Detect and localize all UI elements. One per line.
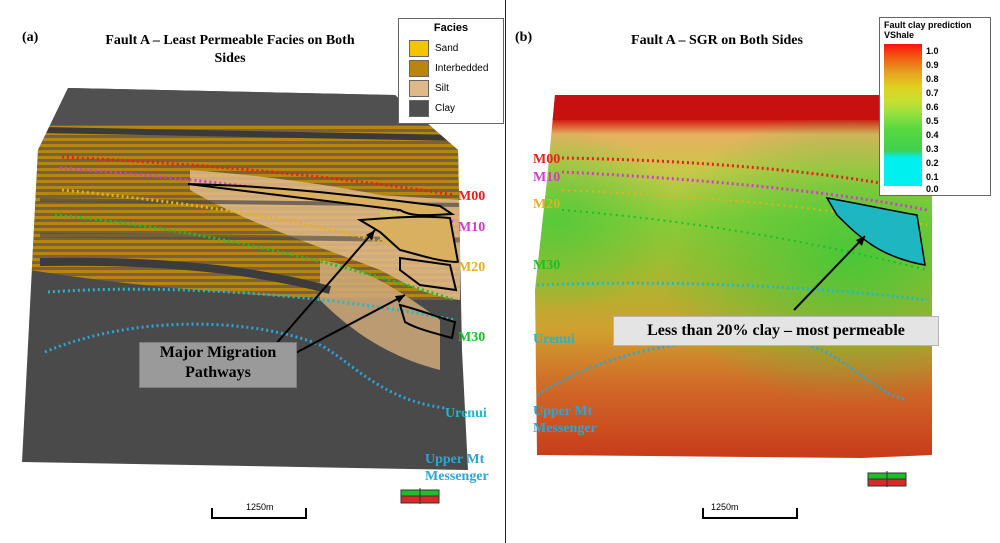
- horizon-m00-line-b: [561, 156, 928, 194]
- horizon-urenui-line: [47, 287, 456, 322]
- panel-letter-a: (a): [22, 30, 39, 45]
- horizon-uppermt-line-b: [536, 338, 908, 402]
- tick-0-4: 0.4: [926, 130, 939, 140]
- scale-label-b: 1250m: [711, 502, 739, 512]
- arrow-b: [793, 235, 866, 311]
- label-uppermt-b: Upper Mt: [533, 404, 593, 419]
- permeable-callout: Less than 20% clay – most permeable: [613, 316, 939, 346]
- label-m30-b: M30: [533, 258, 561, 273]
- panel-divider: [505, 0, 506, 543]
- vshale-colorbar: Fault clay prediction VShale 1.0 0.9 0.8…: [879, 17, 991, 196]
- pathway-outline-4: [398, 303, 457, 340]
- permeable-region: [825, 196, 926, 266]
- panel-b: (b) Fault A – SGR on Both Sides Fault cl…: [507, 0, 1000, 543]
- legend-item-silt: Silt: [409, 79, 449, 97]
- horizon-m10-line-b: [561, 170, 928, 212]
- horizon-m30-line-b: [561, 209, 928, 271]
- tick-0-1: 0.1: [926, 172, 939, 182]
- tick-0-5: 0.5: [926, 116, 939, 126]
- legend-label-sand: Sand: [435, 42, 459, 54]
- scale-label-a: 1250m: [246, 502, 274, 512]
- label-m10-b: M10: [533, 170, 561, 185]
- scale-bar: [211, 508, 307, 519]
- colorbar-title: Fault clay prediction VShale: [884, 20, 972, 40]
- label-m20-b: M20: [533, 197, 561, 212]
- facies-legend: Facies Sand Interbedded Silt Clay: [398, 18, 504, 124]
- tick-0-2: 0.2: [926, 158, 939, 168]
- tick-0-8: 0.8: [926, 74, 939, 84]
- silt-zone-lower: [320, 260, 440, 370]
- horizon-m30-line: [54, 213, 456, 302]
- pathway-outline-1: [187, 183, 456, 217]
- tick-1-0: 1.0: [926, 46, 939, 56]
- colorbar-title-line2: VShale: [884, 30, 915, 40]
- tick-0-7: 0.7: [926, 88, 939, 98]
- colorbar-gradient: [884, 44, 922, 186]
- panel-a-title-line1: Fault A – Least Permeable Facies on Both: [105, 33, 355, 48]
- label-m30-a: M30: [458, 330, 486, 345]
- colorbar-title-line1: Fault clay prediction: [884, 20, 972, 30]
- clay-swatch: [409, 99, 429, 117]
- sgr-fault-surface: [535, 95, 932, 519]
- sand-swatch: [409, 39, 429, 57]
- tick-0-3: 0.3: [926, 144, 939, 154]
- horizon-uppermt-line: [44, 322, 446, 410]
- label-m00-b: M00: [533, 152, 561, 167]
- label-m20-a: M20: [458, 260, 486, 275]
- arrow-2: [287, 294, 406, 358]
- panel-a-title-line2: Sides: [214, 51, 246, 66]
- panel-letter-b: (b): [515, 30, 533, 45]
- tick-0-0: 0.0: [926, 184, 939, 194]
- legend-item-sand: Sand: [409, 39, 458, 57]
- migration-callout-line2: Pathways: [185, 364, 251, 381]
- scale-bar-b: [702, 508, 798, 519]
- label-messenger-b: Messenger: [533, 421, 597, 436]
- label-urenui-a: Urenui: [445, 406, 487, 421]
- facies-fault-surface: [22, 88, 468, 519]
- panel-a-title: Fault A – Least Permeable Facies on Both…: [60, 32, 400, 68]
- panel-b-title: Fault A – SGR on Both Sides: [631, 33, 803, 48]
- legend-label-clay: Clay: [435, 102, 456, 114]
- arrow-1: [274, 229, 376, 346]
- legend-label-interbedded: Interbedded: [435, 62, 489, 74]
- legend-label-silt: Silt: [435, 82, 449, 94]
- facies-legend-title: Facies: [433, 22, 469, 34]
- tick-0-9: 0.9: [926, 60, 939, 70]
- legend-item-clay: Clay: [409, 99, 455, 117]
- silt-swatch: [409, 79, 429, 97]
- migration-callout-line1: Major Migration: [159, 344, 277, 361]
- migration-callout: Major Migration Pathways: [139, 342, 297, 388]
- horizon-m00-line: [61, 155, 456, 197]
- label-messenger-a: Messenger: [425, 469, 489, 484]
- label-uppermt-a: Upper Mt: [425, 452, 485, 467]
- pathway-outline-2: [356, 215, 460, 264]
- legend-item-interbedded: Interbedded: [409, 59, 488, 77]
- label-m10-a: M10: [458, 220, 486, 235]
- label-urenui-b: Urenui: [533, 332, 575, 347]
- tick-0-6: 0.6: [926, 102, 939, 112]
- label-m00-a: M00: [458, 189, 486, 204]
- horizon-urenui-line-b: [536, 281, 928, 302]
- panel-a: (a) Fault A – Least Permeable Facies on …: [22, 18, 504, 519]
- pathway-outline-3: [399, 256, 458, 292]
- interbedded-swatch: [409, 59, 429, 77]
